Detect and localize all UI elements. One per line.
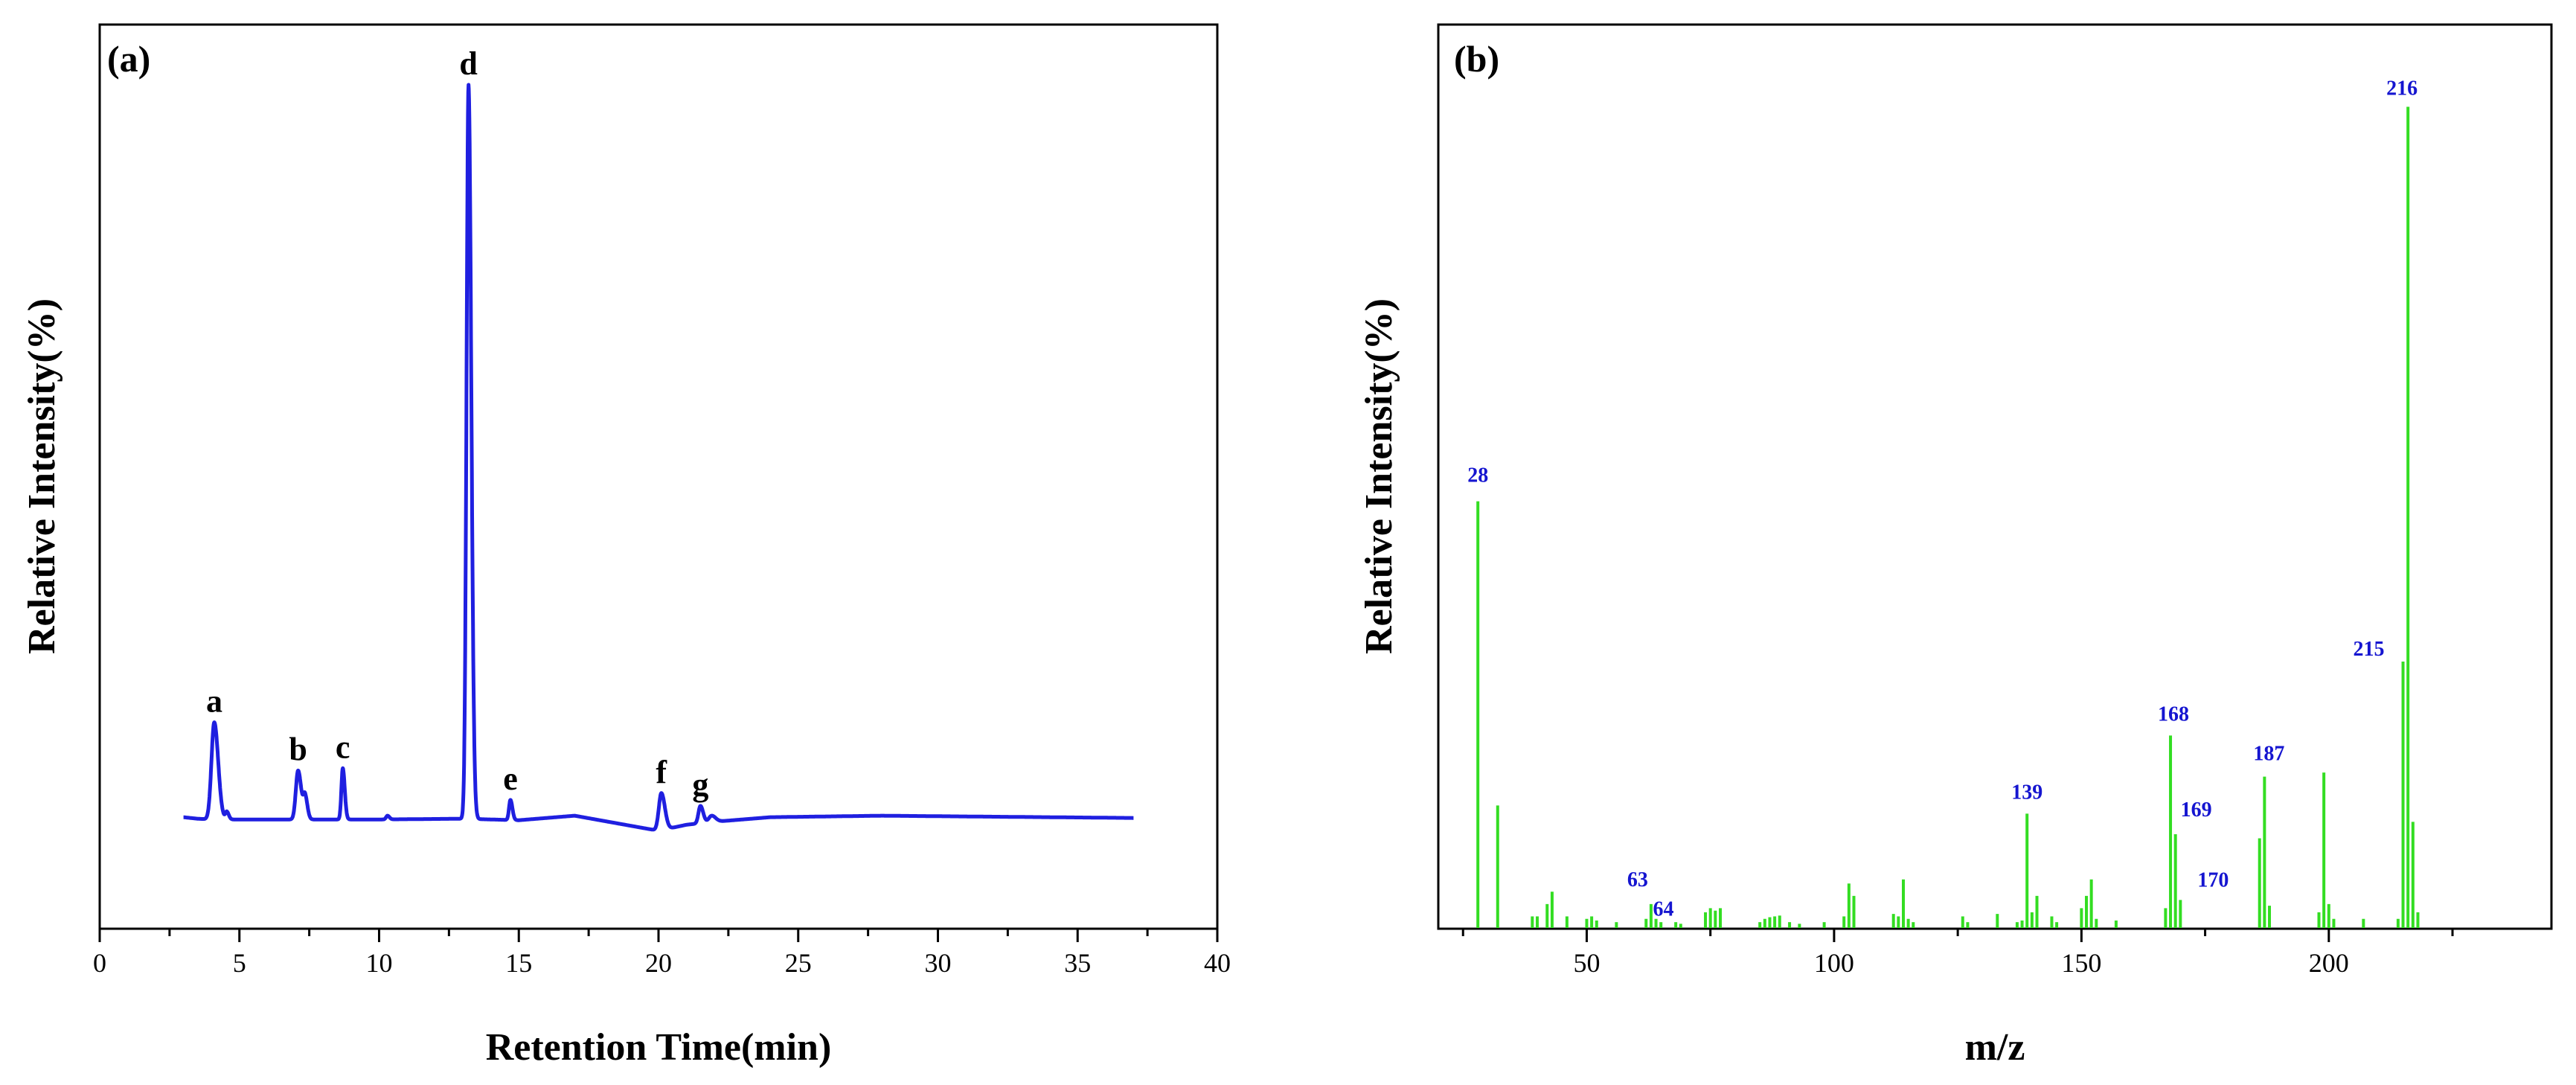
- panel-b-peak-label: 28: [1467, 464, 1488, 487]
- panel-a-x-tick-label: 40: [1204, 948, 1231, 978]
- panel-a-peak-label: a: [206, 683, 222, 720]
- panel-a-label: (a): [107, 38, 150, 80]
- panel-b-peak-label: 169: [2181, 798, 2212, 822]
- panel-a-y-axis-title: Relative Intensity(%): [21, 298, 63, 654]
- panel-a-peak-label: b: [289, 731, 307, 767]
- panel-b-peak-label: 187: [2253, 743, 2284, 766]
- panel-b-peak-label: 168: [2158, 702, 2189, 726]
- panel-b-peak-label: 170: [2197, 868, 2229, 892]
- panel-a-peak-label: e: [503, 761, 518, 797]
- panel-b-x-tick-label: 100: [1814, 948, 1854, 978]
- panel-b-x-tick-label: 50: [1573, 948, 1600, 978]
- panel-a-peak-label: f: [656, 754, 667, 790]
- panel-b-x-axis-title: m/z: [1965, 1026, 2025, 1069]
- panel-a-peak-label: c: [336, 729, 350, 765]
- panel-b-peak-label: 215: [2354, 638, 2385, 661]
- panel-b-peak-label: 64: [1653, 898, 1674, 921]
- panel-a-peak-label: d: [459, 45, 477, 82]
- panel-a-peak-labels: a b c d e f g: [206, 45, 708, 803]
- panel-b-peak-label: 216: [2386, 77, 2418, 100]
- panel-a-x-tick-label: 10: [366, 948, 393, 978]
- panel-a-x-axis-title: Retention Time(min): [486, 1026, 832, 1069]
- panel-a-x-tick-label: 25: [785, 948, 812, 978]
- panel-a-peak-label: g: [692, 766, 708, 803]
- panel-a-x-tick-label: 15: [505, 948, 532, 978]
- panel-a-x-tick-label: 20: [645, 948, 672, 978]
- panel-b-peak-label: 139: [2011, 781, 2042, 804]
- panel-b-label: (b): [1454, 38, 1499, 80]
- panel-a-chromatogram-line: [182, 83, 1135, 832]
- panel-a-x-tick-label: 30: [925, 948, 952, 978]
- panel-b-plot-frame: [1437, 23, 2553, 930]
- panel-b-x-tick-label: 200: [2309, 948, 2349, 978]
- panel-b-bars: [1476, 106, 2420, 928]
- panel-b-peak-label: 63: [1627, 868, 1648, 892]
- panel-a-x-tick-label: 35: [1064, 948, 1091, 978]
- panel-b-x-tick-label: 150: [2061, 948, 2101, 978]
- panel-a-x-tick-label: 5: [233, 948, 246, 978]
- panel-a-x-tick-label: 0: [93, 948, 106, 978]
- panel-a-x-ticks: 0 5 10 15 20 25 30 35 40: [93, 929, 1231, 978]
- panel-b-x-ticks: 50 100 150 200: [1461, 929, 2454, 978]
- panel-a-chromatogram: (a) 0 5 10 15 20 25 30 35 40 a b c d e f g Retention T…: [21, 23, 1231, 1069]
- panel-b-y-axis-title: Relative Intensity(%): [1358, 298, 1400, 654]
